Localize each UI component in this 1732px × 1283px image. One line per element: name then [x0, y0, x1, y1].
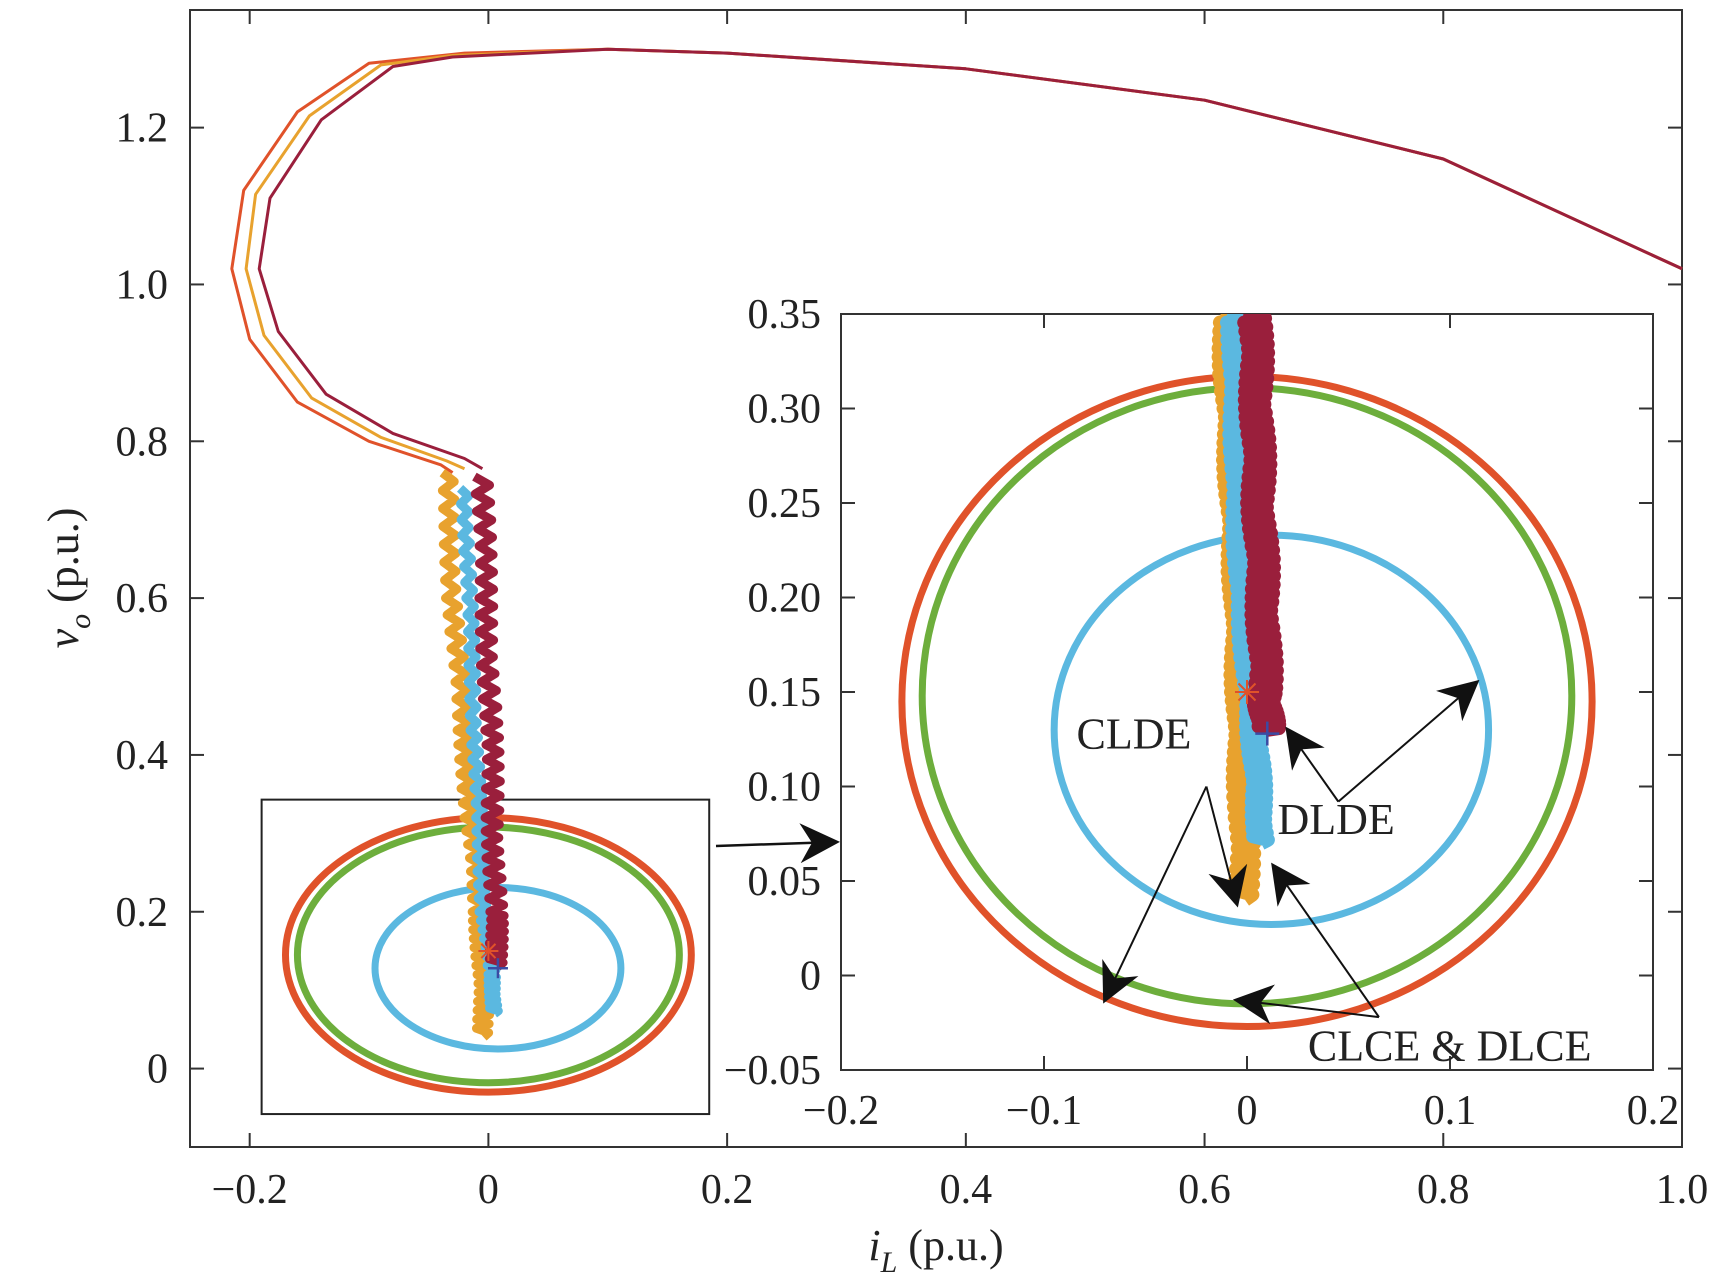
inset-y-tick-label: 0.05 [748, 859, 822, 905]
main-x-tick-label: 0.6 [1178, 1167, 1231, 1213]
inset-y-tick-label: −0.05 [724, 1048, 821, 1094]
inset-y-tick-label: 0.30 [748, 387, 822, 433]
main-trajectory [257, 47, 1683, 471]
inset-annotation-label: DLDE [1277, 795, 1394, 844]
main-y-tick-label: 0.6 [116, 576, 169, 622]
inset-y-tick-label: 0 [800, 954, 821, 1000]
main-x-tick-label: 0.8 [1417, 1167, 1470, 1213]
main-plot-frame [189, 9, 1683, 1148]
main-trajectory-band [456, 485, 503, 1018]
main-plot: −0.2 0 0.2 0.4 0.6 0.8 1.000.20.40.60.81.01.2 … [39, 9, 1709, 1279]
inset-annotation-arrow [1285, 726, 1340, 803]
main-trajectory-band [470, 472, 509, 971]
inset-star-marker [1235, 680, 1259, 704]
main-y-tick-label: 0.2 [116, 890, 169, 936]
inset-annotations: CLDE DLDE CLCE & DLCE [1076, 679, 1592, 1071]
inset-x-tick-label: 0.2 [1627, 1088, 1680, 1134]
main-data-layer [230, 47, 1683, 1096]
inset-trajectory-band [1220, 314, 1275, 850]
main-x-tick-label: 0.4 [940, 1167, 993, 1213]
main-x-axis-title: iL (p.u.) [868, 1221, 1003, 1279]
main-y-tick-label: 0.8 [116, 419, 169, 465]
inset-x-tick-label: −0.2 [803, 1088, 879, 1134]
main-x-tick-label: 0 [478, 1167, 499, 1213]
inset-annotation-arrow [1205, 786, 1248, 908]
inset-annotation-arrow [1102, 786, 1208, 1004]
inset-y-tick-label: 0.10 [748, 765, 822, 811]
inset-annotation-label: CLDE [1076, 710, 1191, 759]
inset-annotation-arrow [1337, 679, 1480, 803]
inset-annotation-arrow [1232, 984, 1380, 1025]
main-ticks: −0.2 0 0.2 0.4 0.6 0.8 1.0 0 0.2 0.4 0.6 0.8 1.0 1.2 [116, 10, 1709, 1213]
inset-annotation-arrow [1271, 862, 1380, 1018]
main-x-tick-label: −0.2 [212, 1167, 288, 1213]
inset-y-tick-label: 0.15 [748, 670, 822, 716]
inset-x-tick-label: 0 [1237, 1088, 1258, 1134]
main-star-marker [478, 940, 499, 961]
inset-y-tick-label: 0.25 [748, 481, 822, 527]
inset-annotation-label: CLCE & DLCE [1308, 1022, 1592, 1071]
inset-ticks: −0.2 −0.1 0 0.1 0.2 −0.05 0 0.05 0.10 0.15 0.20 0.2… [724, 292, 1679, 1134]
inset-plot: −0.2 −0.1 0 0.1 0.2 −0.05 0 0.05 0.10 0.15 0.20 0.2… [724, 292, 1679, 1134]
zoom-pointer-arrow [715, 823, 840, 864]
main-y-axis-title: vo (p.u.) [39, 508, 97, 649]
main-y-tick-label: 1.2 [116, 106, 169, 152]
inset-x-tick-label: 0.1 [1424, 1088, 1477, 1134]
inset-y-tick-label: 0.20 [748, 576, 822, 622]
main-y-tick-label: 0 [147, 1047, 168, 1093]
main-y-tick-label: 1.0 [116, 262, 169, 308]
inset-trajectory-band [1237, 314, 1287, 737]
main-x-tick-label: 0.2 [701, 1167, 754, 1213]
main-y-tick-label: 0.4 [116, 733, 169, 779]
main-trajectory-band [437, 469, 495, 1041]
main-plus-marker [487, 958, 508, 979]
inset-y-tick-label: 0.35 [748, 292, 822, 338]
main-x-tick-label: 1.0 [1656, 1167, 1709, 1213]
inset-x-tick-label: −0.1 [1006, 1088, 1082, 1134]
inset-plus-marker [1255, 721, 1280, 746]
